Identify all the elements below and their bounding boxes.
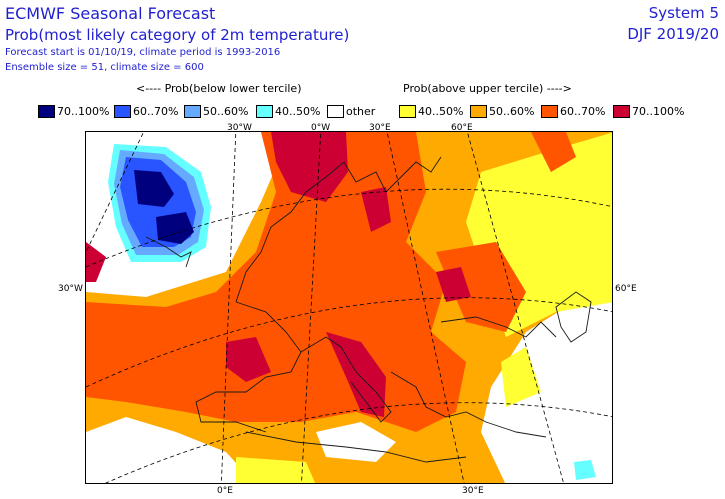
- legend-swatch: [541, 104, 558, 118]
- legend-swatch: [470, 104, 487, 118]
- legend-item: 70..100%: [613, 103, 684, 119]
- region-above-70-100-sweden: [361, 187, 391, 232]
- grid-label-top-30e: 30°E: [369, 123, 391, 133]
- coastline-iberia-france: [195, 301, 302, 433]
- coastline-caspian: [555, 291, 592, 343]
- forecast-title: ECMWF Seasonal Forecast: [5, 4, 216, 23]
- coastline-north-africa: [245, 431, 467, 463]
- legend-item: 40..50%: [399, 103, 463, 119]
- legend-item: 70..100%: [38, 103, 109, 119]
- season-label: DJF 2019/20: [627, 25, 719, 43]
- grid-label-top-60e: 60°E: [451, 123, 473, 133]
- coastline-italy: [300, 336, 392, 423]
- legend-label: 40..50%: [275, 104, 321, 118]
- coastline-north-sea: [235, 156, 442, 303]
- latitude-line-south: [105, 402, 612, 483]
- region-above-40-50-turkey: [501, 347, 541, 407]
- legend-swatch: [613, 104, 630, 118]
- forecast-start-info: Forecast start is 01/10/19, climate peri…: [5, 47, 281, 58]
- forecast-map: [85, 131, 613, 484]
- longitude-line-45e: [466, 132, 564, 483]
- graticule: [86, 132, 612, 483]
- longitude-line-15e: [301, 132, 322, 483]
- legend-label: 50..60%: [203, 104, 249, 118]
- region-above-70-100-balkans: [436, 267, 471, 302]
- system-label: System 5: [648, 4, 719, 22]
- legend-item: 60..70%: [114, 103, 178, 119]
- legend-label: 60..70%: [560, 104, 606, 118]
- region-above-70-100-norway: [271, 132, 348, 202]
- region-below-70-100-b: [156, 212, 194, 244]
- region-below-70-100-a: [134, 170, 174, 207]
- grid-label-bottom-30e: 30°E: [462, 486, 484, 496]
- legend-swatch: [114, 104, 131, 118]
- region-other-east: [481, 297, 612, 483]
- coastline: [145, 156, 592, 463]
- grid-label-left-30w: 30°W: [58, 284, 83, 294]
- region-other-africa-patch: [316, 422, 396, 462]
- coastline-balkans-turkey: [390, 371, 547, 438]
- longitude-line-30w: [86, 132, 145, 253]
- legend-swatch: [38, 104, 55, 118]
- probability-map-svg: [86, 132, 612, 483]
- region-above-60-70-north-east: [531, 132, 576, 172]
- legend-label: 50..60%: [489, 104, 535, 118]
- region-above-70-100-italy: [326, 332, 386, 417]
- longitude-line-0: [220, 132, 237, 483]
- region-above-40-50-southwest: [236, 457, 316, 483]
- grid-label-top-0: 0°W: [311, 123, 331, 133]
- region-above-70-100-france: [226, 337, 271, 382]
- legend-swatch: [399, 104, 416, 118]
- legend-label: other: [346, 104, 376, 118]
- above-tercile-caption: Prob(above upper tercile) ---->: [403, 82, 572, 95]
- legend-item: 50..60%: [470, 103, 534, 119]
- legend-item: 40..50%: [256, 103, 320, 119]
- forecast-subtitle: Prob(most likely category of 2m temperat…: [5, 26, 350, 44]
- color-legend: 70..100% 60..70% 50..60% 40..50% other 4…: [38, 103, 688, 119]
- legend-item: 50..60%: [184, 103, 248, 119]
- legend-swatch: [184, 104, 201, 118]
- legend-label: 40..50%: [418, 104, 464, 118]
- grid-label-top-30w: 30°W: [227, 123, 252, 133]
- legend-item: 60..70%: [541, 103, 605, 119]
- legend-item: other: [327, 103, 375, 119]
- region-other-atlantic-south: [86, 417, 255, 483]
- latitude-line-north: [86, 188, 612, 268]
- latitude-line-middle: [86, 297, 612, 388]
- legend-swatch: [327, 104, 344, 118]
- coastline-black-sea: [440, 316, 557, 338]
- grid-label-bottom-0: 0°E: [217, 486, 233, 496]
- below-tercile-caption: <---- Prob(below lower tercile): [136, 82, 302, 95]
- ensemble-info: Ensemble size = 51, climate size = 600: [5, 62, 204, 73]
- grid-label-right-60e: 60°E: [615, 284, 637, 294]
- region-below-40-50-southeast: [574, 460, 596, 480]
- coastline-uk-ireland: [145, 236, 192, 268]
- legend-label: 70..100%: [57, 104, 110, 118]
- region-above-70-100-west-edge: [86, 242, 106, 282]
- legend-label: 60..70%: [133, 104, 179, 118]
- legend-swatch: [256, 104, 273, 118]
- legend-label: 70..100%: [632, 104, 685, 118]
- longitude-line-30e: [386, 132, 465, 483]
